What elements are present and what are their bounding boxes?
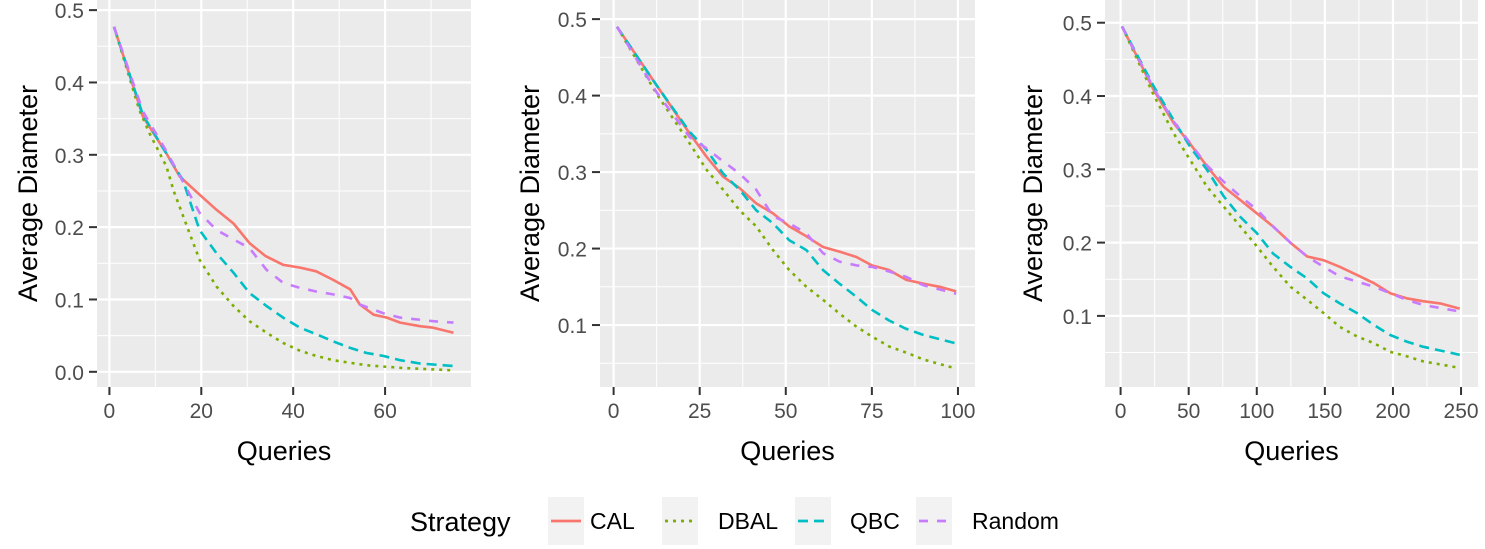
legend-label: DBAL [718,508,778,534]
x-tick-label: 20 [190,400,213,423]
x-tick-label: 60 [373,400,396,423]
x-tick-label: 0 [1115,400,1127,423]
y-tick-label: 0.1 [1063,306,1092,329]
series-line-cal [112,26,454,334]
y-tick-label: 0.3 [1063,159,1092,182]
x-tick-label: 200 [1375,400,1410,423]
x-tick-label: 250 [1444,400,1479,423]
x-axis-title: Queries [237,436,332,466]
series-line-random [615,26,957,295]
series-line-qbc [1120,25,1460,357]
y-tick-label: 0.2 [558,239,587,262]
y-tick-label: 0.1 [558,315,587,338]
y-tick-label: 0.5 [1063,13,1092,36]
series-line-cal [615,26,957,293]
y-tick-label: 0.2 [55,217,84,240]
x-tick-label: 100 [1239,400,1274,423]
x-tick-label: 50 [774,400,797,423]
legend-label: CAL [590,508,635,534]
panel-3: 0 50 100 150 200 250 0.1 0.2 0.3 0.4 0.5 Queries Ave… [1018,0,1479,466]
y-tick-label: 0.3 [55,145,84,168]
legend-label: Random [972,508,1059,534]
x-tick-label: 150 [1307,400,1342,423]
x-axis-title: Queries [1244,436,1339,466]
y-tick-label: 0.2 [1063,233,1092,256]
legend: Strategy CAL DBAL QBC Random [410,497,1059,545]
legend-label: QBC [850,508,900,534]
plot-background [1105,0,1478,387]
y-tick-label: 0.3 [558,162,587,185]
plot-background [97,0,471,387]
y-tick-label: 0.5 [558,9,587,32]
y-axis-title: Average Diameter [13,85,43,302]
series-line-random [112,26,454,324]
series-line-dbal [112,26,454,372]
x-tick-label: 40 [282,400,305,423]
y-tick-label: 0.5 [55,0,84,23]
y-tick-label: 0.1 [55,289,84,312]
legend-entry-dbal: DBAL [662,497,778,545]
legend-entry-qbc: QBC [795,497,900,545]
series-line-random [1120,25,1460,313]
x-axis-title: Queries [740,436,835,466]
panel-2: 0 25 50 75 100 0.1 0.2 0.3 0.4 0.5 Queries Average … [515,0,975,466]
legend-entry-cal: CAL [548,497,635,545]
x-tick-label: 50 [1177,400,1200,423]
y-axis-title: Average Diameter [515,85,545,302]
y-tick-label: 0.4 [1063,86,1093,109]
y-tick-label: 0.0 [55,362,84,385]
panel-1: 0 20 40 60 0.0 0.1 0.2 0.3 0.4 0.5 Queries Average … [13,0,471,466]
legend-entry-random: Random [916,497,1059,545]
x-tick-label: 0 [608,400,620,423]
x-tick-label: 25 [688,400,711,423]
y-tick-label: 0.4 [558,86,588,109]
x-tick-label: 100 [940,400,975,423]
x-tick-label: 0 [104,400,116,423]
legend-title: Strategy [410,507,511,537]
y-axis-title: Average Diameter [1018,85,1048,302]
plot-background [600,0,975,387]
x-tick-label: 75 [860,400,883,423]
y-tick-label: 0.4 [55,72,85,95]
